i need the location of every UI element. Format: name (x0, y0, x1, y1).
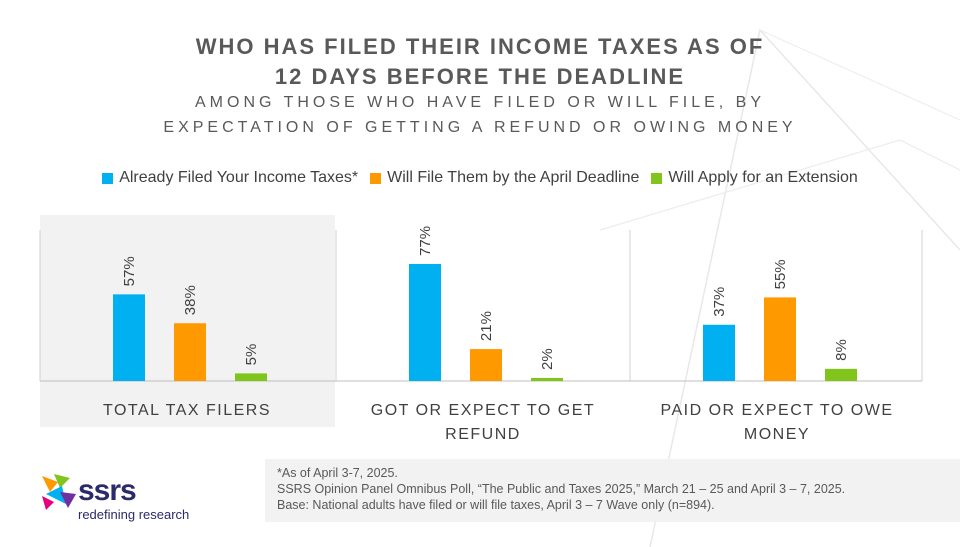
bar-2-2 (825, 368, 857, 381)
footnote-source: SSRS Opinion Panel Omnibus Poll, “The Pu… (277, 482, 846, 496)
legend-swatch-orange (370, 172, 382, 184)
category-label-0-line-0: TOTAL TAX FILERS (103, 402, 271, 419)
chart-subtitle-line-1: AMONG THOSE WHO HAVE FILED OR WILL FILE,… (195, 94, 765, 111)
bar-label-1-0: 77% (417, 226, 434, 256)
bar-1-1 (470, 349, 502, 381)
logo-wordmark: ssrs (78, 474, 137, 507)
bar-0-2 (235, 373, 267, 381)
category-label-1-line-1: REFUND (445, 426, 521, 443)
legend-label-extension: Will Apply for an Extension (668, 169, 858, 186)
bar-label-2-2: 8% (833, 339, 850, 361)
bar-2-1 (764, 297, 796, 381)
ssrs-logo-icon (42, 474, 76, 510)
legend-item-already-filed: Already Filed Your Income Taxes* (102, 169, 358, 187)
category-label-2-line-1: MONEY (744, 426, 810, 443)
bar-1-2 (531, 377, 563, 381)
bar-0-0 (113, 294, 145, 381)
bar-label-2-1: 55% (772, 259, 789, 289)
bar-label-1-2: 2% (539, 348, 556, 370)
footnotes-panel: *As of April 3-7, 2025. SSRS Opinion Pan… (265, 459, 960, 522)
footnote-base: Base: National adults have filed or will… (277, 498, 715, 512)
legend-swatch-green (651, 172, 663, 184)
chart-title-line-1: WHO HAS FILED THEIR INCOME TAXES AS OF (195, 34, 765, 59)
chart-title-line-2: 12 DAYS BEFORE THE DEADLINE (274, 64, 686, 89)
bar-1-0 (409, 263, 441, 381)
legend-item-will-file: Will File Them by the April Deadline (370, 169, 639, 187)
legend-swatch-blue (102, 172, 114, 184)
legend-item-extension: Will Apply for an Extension (651, 169, 858, 187)
chart-legend: Already Filed Your Income Taxes* Will Fi… (0, 169, 960, 187)
chart-subtitle-line-2: EXPECTATION OF GETTING A REFUND OR OWING… (163, 119, 797, 136)
bar-0-1 (174, 323, 206, 381)
bar-2-0 (703, 324, 735, 381)
category-label-1-line-0: GOT OR EXPECT TO GET (371, 402, 595, 419)
category-label-2-line-0: PAID OR EXPECT TO OWE (660, 402, 893, 419)
bar-label-0-2: 5% (243, 344, 260, 366)
logo-tagline: redefining research (78, 507, 190, 522)
bar-label-2-0: 37% (711, 287, 728, 317)
legend-label-already-filed: Already Filed Your Income Taxes* (119, 169, 359, 186)
bar-label-0-1: 38% (182, 285, 199, 315)
group-highlight-panel (40, 215, 335, 427)
bar-label-0-0: 57% (121, 256, 138, 286)
bar-label-1-1: 21% (478, 311, 495, 341)
legend-label-will-file: Will File Them by the April Deadline (387, 169, 640, 186)
footnote-asterisk: *As of April 3-7, 2025. (277, 466, 398, 480)
